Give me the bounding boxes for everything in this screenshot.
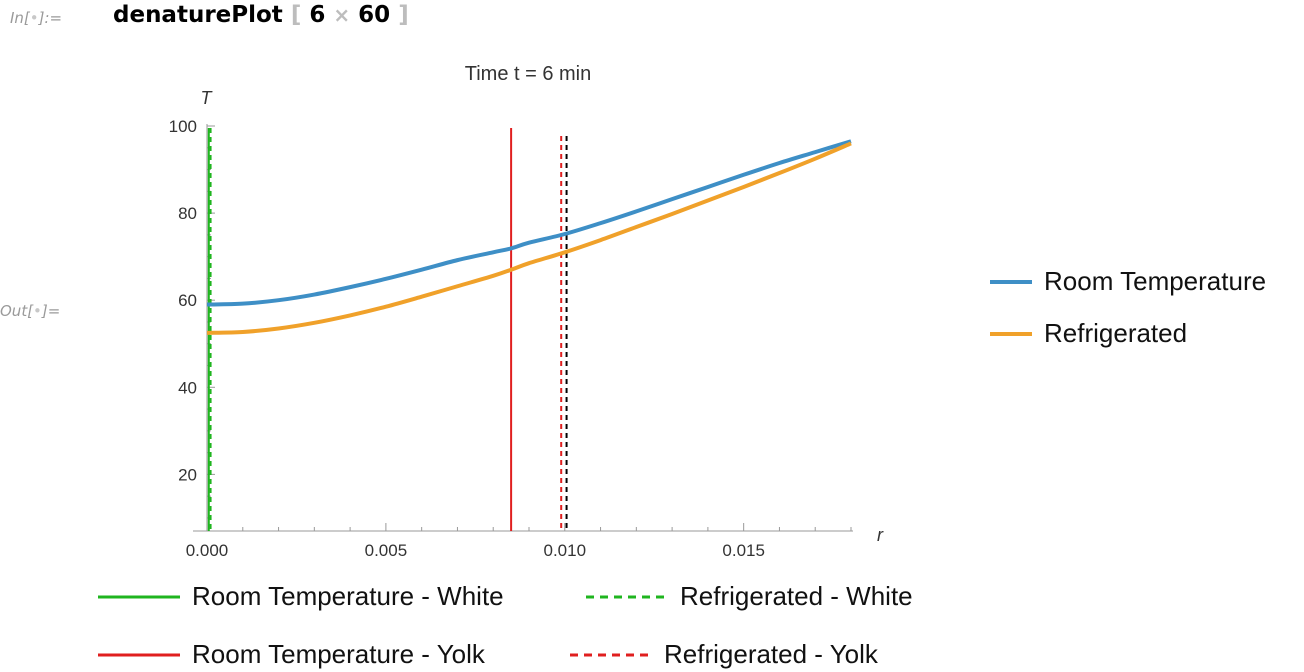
x-tick-label: 0.015 — [722, 541, 765, 560]
legend-label: Refrigerated - Yolk — [664, 639, 878, 669]
out-prefix: Out[ — [0, 302, 34, 320]
legend-label: Refrigerated — [1044, 318, 1188, 348]
x-tick-label: 0.000 — [186, 541, 229, 560]
legend-label: Room Temperature - Yolk — [192, 639, 485, 669]
input-expression[interactable]: denaturePlot [ 6 × 60 ] — [113, 2, 409, 28]
close-bracket: ] — [398, 2, 409, 28]
legend-item-refrigerated: Refrigerated — [990, 318, 1187, 349]
input-cell-label: In[•]:= — [10, 9, 62, 27]
legend-swatch-green-solid — [98, 595, 180, 598]
y-tick-label: 20 — [178, 465, 197, 484]
cell-dot-icon: • — [29, 9, 39, 27]
in-suffix: ]:= — [38, 9, 63, 27]
legend-label: Room Temperature — [1044, 266, 1267, 296]
argument-2: 60 — [358, 2, 391, 28]
legend-item-room-temperature-white: Room Temperature - White — [98, 581, 504, 612]
legend-label: Refrigerated - White — [680, 581, 913, 611]
x-tick-label: 0.010 — [544, 541, 587, 560]
cell-dot-icon: • — [33, 302, 42, 320]
legend-swatch-red-dashed — [570, 653, 652, 656]
y-tick-label: 100 — [169, 117, 197, 136]
out-suffix: ]= — [41, 302, 61, 320]
legend-item-refrigerated-white: Refrigerated - White — [586, 581, 913, 612]
output-cell-label: Out[•]= — [0, 302, 60, 320]
refrigerated-series-line — [206, 141, 852, 335]
function-name: denaturePlot — [113, 2, 283, 28]
chart-title: Time t = 6 min — [465, 63, 592, 85]
times-symbol: × — [333, 3, 351, 27]
x-tick-label: 0.005 — [365, 541, 408, 560]
y-axis-label: T — [201, 88, 214, 108]
legend-swatch-red-solid — [98, 653, 180, 656]
y-tick-label: 40 — [178, 378, 197, 397]
y-tick-label: 80 — [178, 204, 197, 223]
legend-swatch-orange — [990, 331, 1032, 336]
legend-item-room-temperature-yolk: Room Temperature - Yolk — [98, 639, 485, 670]
open-bracket: [ — [290, 2, 302, 28]
in-prefix: In[ — [10, 9, 30, 27]
legend-label: Room Temperature - White — [192, 581, 504, 611]
argument-1: 6 — [309, 2, 326, 28]
legend-item-room-temperature: Room Temperature — [990, 266, 1266, 297]
x-axis-label: r — [877, 525, 884, 545]
legend-item-refrigerated-yolk: Refrigerated - Yolk — [570, 639, 878, 670]
legend-swatch-green-dashed — [586, 595, 668, 598]
y-tick-label: 60 — [178, 291, 197, 310]
legend-swatch-blue — [990, 279, 1032, 284]
room-temperature-series-line — [206, 139, 852, 307]
